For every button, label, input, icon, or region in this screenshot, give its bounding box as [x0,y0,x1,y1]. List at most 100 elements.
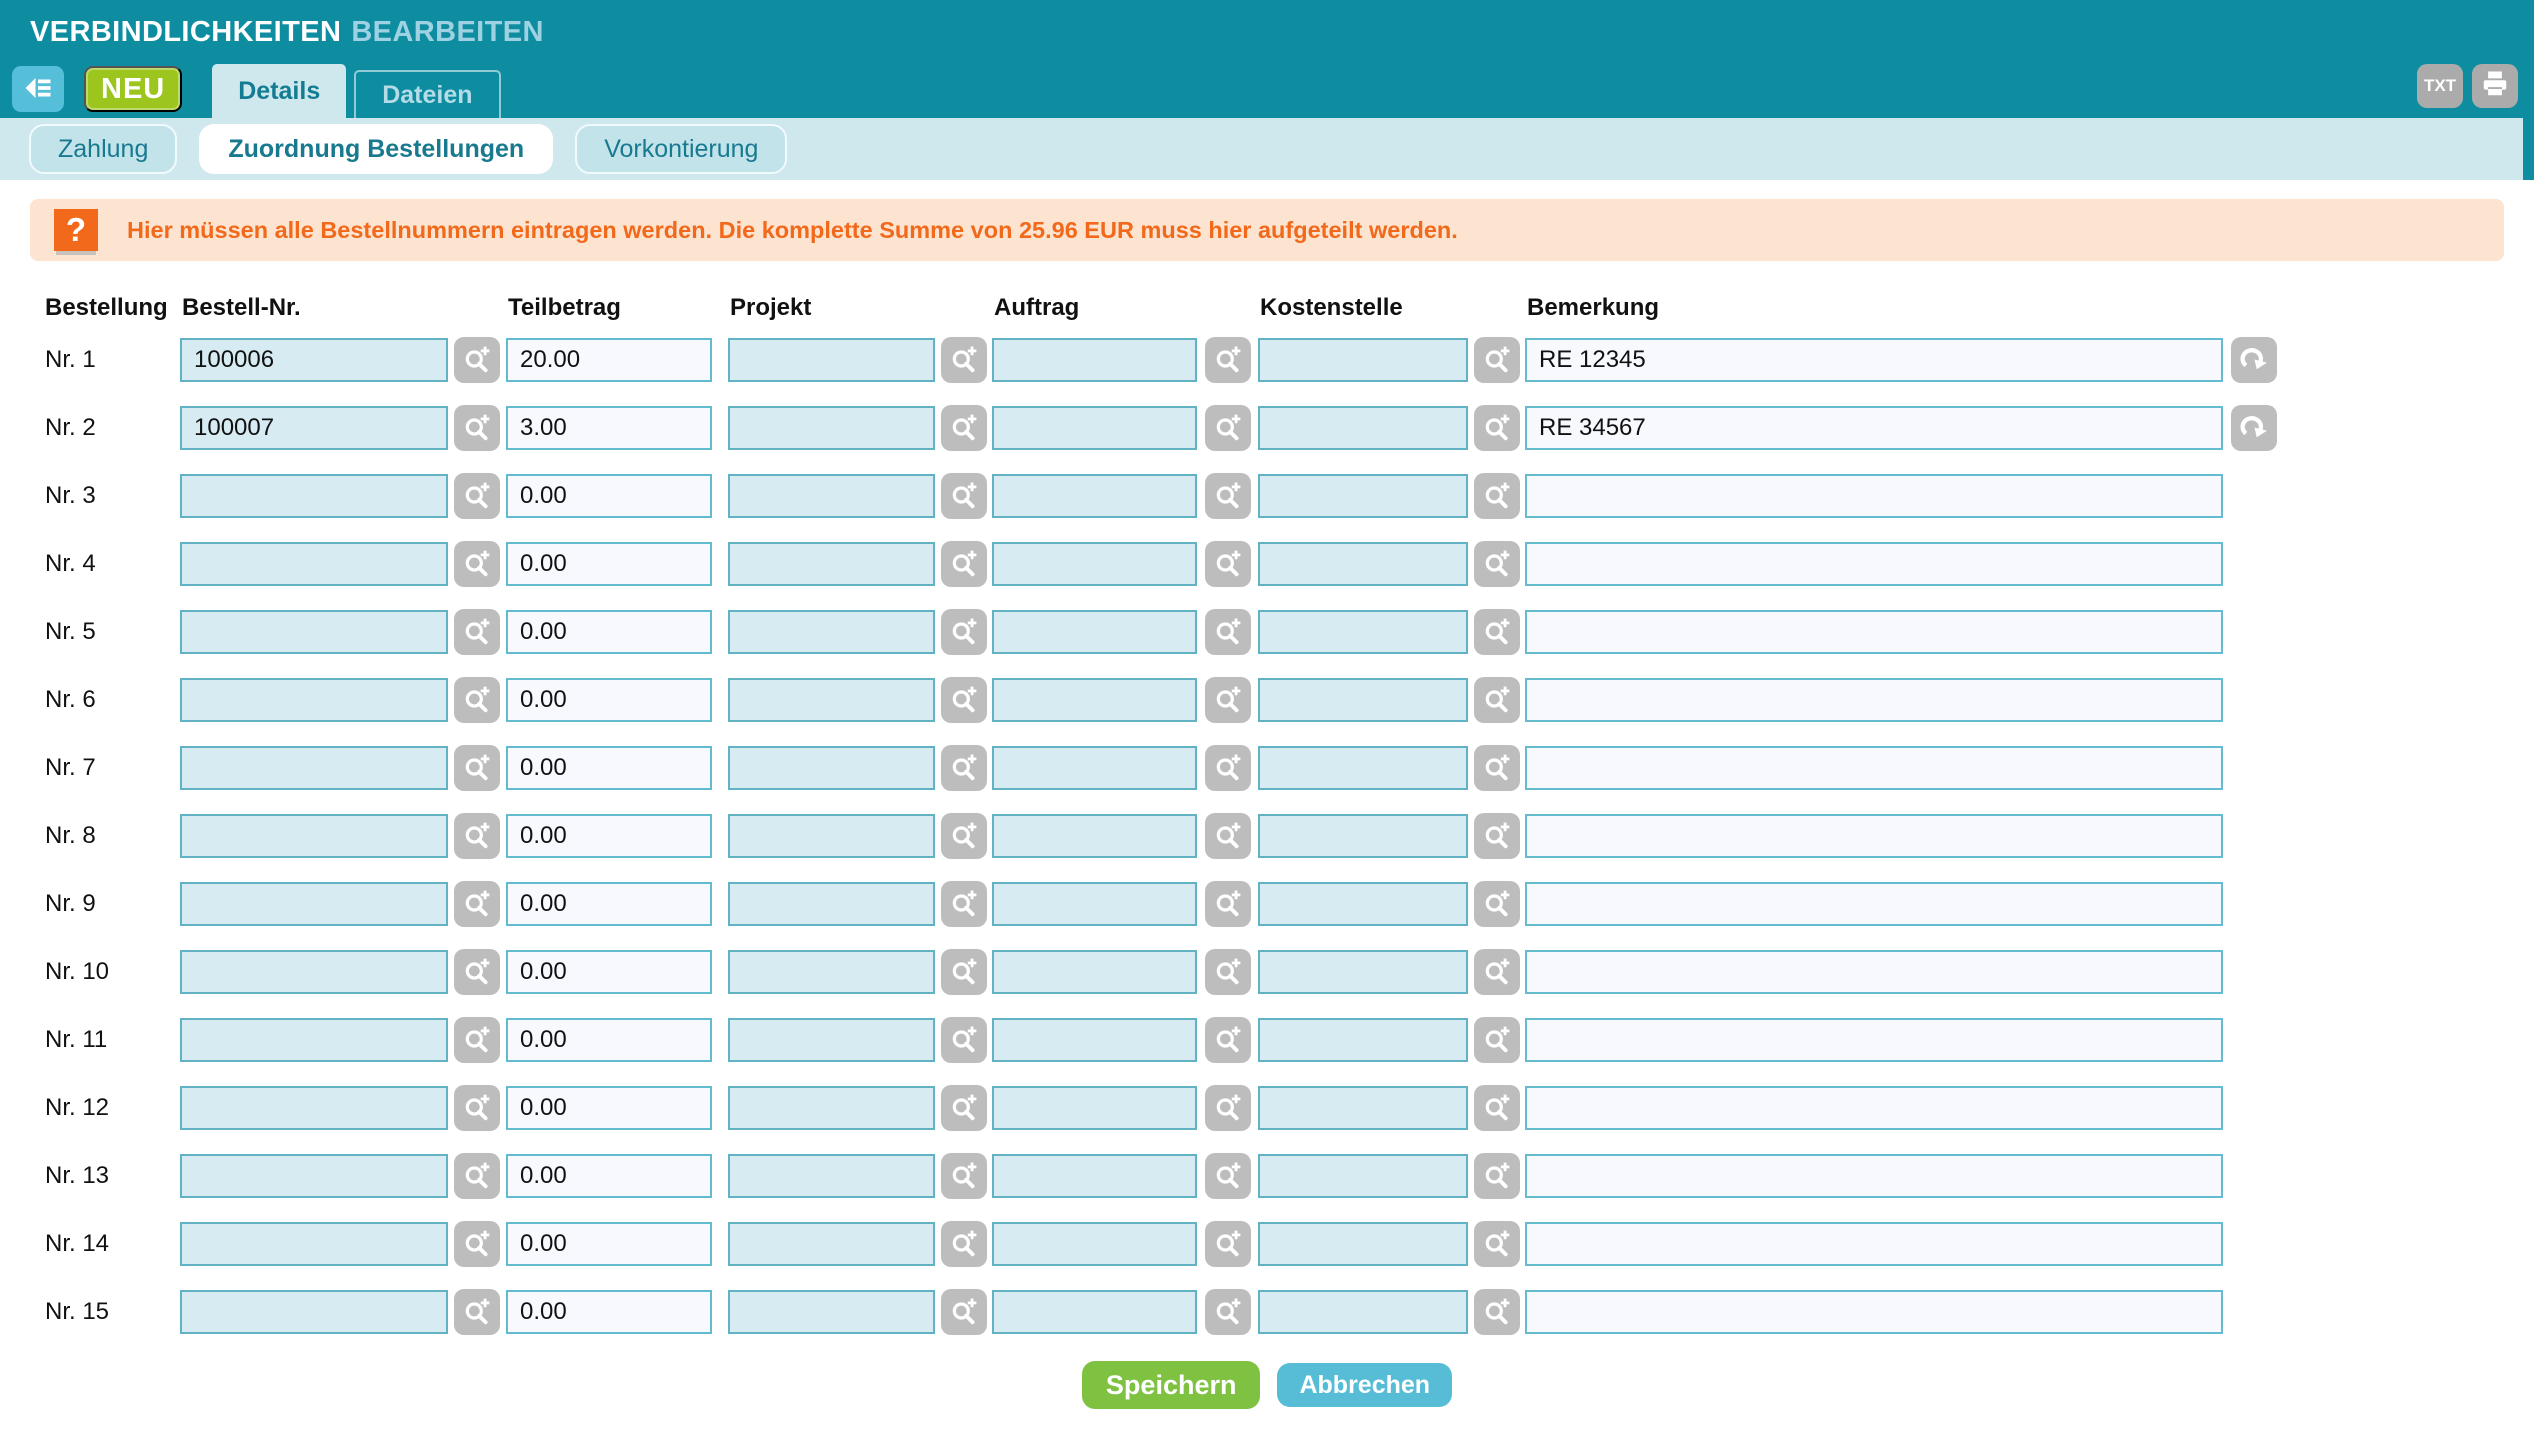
bemerkung-input[interactable] [1525,1154,2223,1198]
subtab-zahlung[interactable]: Zahlung [29,124,178,174]
kostenstelle-search-button[interactable] [1473,405,1520,451]
projekt-input[interactable] [728,678,935,722]
auftrag-input[interactable] [992,1086,1197,1130]
teilbetrag-input[interactable] [506,1018,712,1062]
auftrag-input[interactable] [992,338,1197,382]
kostenstelle-search-button[interactable] [1473,813,1520,859]
bemerkung-input[interactable] [1525,542,2223,586]
bestellnr-search-button[interactable] [454,1017,500,1063]
projekt-search-button[interactable] [940,677,987,723]
kostenstelle-search-button[interactable] [1473,473,1520,519]
projekt-search-button[interactable] [940,609,987,655]
projekt-input[interactable] [728,746,935,790]
redo-button[interactable] [2231,405,2277,451]
auftrag-search-button[interactable] [1204,609,1251,655]
auftrag-input[interactable] [992,746,1197,790]
bestellnr-search-button[interactable] [454,541,500,587]
teilbetrag-input[interactable] [506,1290,712,1334]
auftrag-input[interactable] [992,542,1197,586]
bestellnr-input[interactable] [180,1290,448,1334]
teilbetrag-input[interactable] [506,882,712,926]
bestellnr-input[interactable] [180,542,448,586]
projekt-search-button[interactable] [940,745,987,791]
bestellnr-search-button[interactable] [454,1085,500,1131]
kostenstelle-search-button[interactable] [1473,337,1520,383]
kostenstelle-search-button[interactable] [1473,609,1520,655]
projekt-input[interactable] [728,1222,935,1266]
kostenstelle-search-button[interactable] [1473,1221,1520,1267]
kostenstelle-search-button[interactable] [1473,541,1520,587]
auftrag-search-button[interactable] [1204,677,1251,723]
teilbetrag-input[interactable] [506,474,712,518]
projekt-input[interactable] [728,814,935,858]
auftrag-search-button[interactable] [1204,1221,1251,1267]
kostenstelle-input[interactable] [1258,882,1468,926]
projekt-input[interactable] [728,406,935,450]
bestellnr-search-button[interactable] [454,745,500,791]
auftrag-search-button[interactable] [1204,813,1251,859]
bemerkung-input[interactable] [1525,882,2223,926]
kostenstelle-input[interactable] [1258,338,1468,382]
bestellnr-search-button[interactable] [454,881,500,927]
auftrag-search-button[interactable] [1204,1017,1251,1063]
kostenstelle-search-button[interactable] [1473,745,1520,791]
bestellnr-input[interactable] [180,882,448,926]
teilbetrag-input[interactable] [506,1154,712,1198]
bestellnr-input[interactable] [180,678,448,722]
projekt-search-button[interactable] [940,949,987,995]
bestellnr-input[interactable] [180,1086,448,1130]
kostenstelle-input[interactable] [1258,1154,1468,1198]
bemerkung-input[interactable] [1525,1086,2223,1130]
bestellnr-search-button[interactable] [454,813,500,859]
kostenstelle-search-button[interactable] [1473,1085,1520,1131]
bestellnr-input[interactable] [180,474,448,518]
bestellnr-input[interactable] [180,1018,448,1062]
projekt-search-button[interactable] [940,881,987,927]
projekt-input[interactable] [728,950,935,994]
bestellnr-search-button[interactable] [454,1221,500,1267]
projekt-input[interactable] [728,1290,935,1334]
bestellnr-search-button[interactable] [454,1289,500,1335]
subtab-vorkontierung[interactable]: Vorkontierung [575,124,788,174]
tab-details[interactable]: Details [212,64,347,118]
kostenstelle-input[interactable] [1258,1018,1468,1062]
auftrag-search-button[interactable] [1204,745,1251,791]
cancel-button[interactable]: Abbrechen [1277,1363,1453,1407]
redo-button[interactable] [2231,337,2277,383]
teilbetrag-input[interactable] [506,338,712,382]
auftrag-input[interactable] [992,610,1197,654]
projekt-search-button[interactable] [940,1221,987,1267]
projekt-search-button[interactable] [940,1085,987,1131]
teilbetrag-input[interactable] [506,406,712,450]
bemerkung-input[interactable] [1525,1290,2223,1334]
auftrag-search-button[interactable] [1204,405,1251,451]
print-button[interactable] [2472,64,2518,108]
auftrag-input[interactable] [992,1290,1197,1334]
projekt-input[interactable] [728,338,935,382]
projekt-input[interactable] [728,1018,935,1062]
teilbetrag-input[interactable] [506,610,712,654]
tab-dateien[interactable]: Dateien [354,70,501,118]
bemerkung-input[interactable] [1525,406,2223,450]
kostenstelle-input[interactable] [1258,1290,1468,1334]
txt-export-button[interactable]: TXT [2417,64,2463,108]
projekt-input[interactable] [728,1086,935,1130]
bemerkung-input[interactable] [1525,474,2223,518]
projekt-search-button[interactable] [940,813,987,859]
projekt-search-button[interactable] [940,405,987,451]
auftrag-input[interactable] [992,1154,1197,1198]
subtab-zuordnung-bestellungen[interactable]: Zuordnung Bestellungen [199,124,554,174]
kostenstelle-search-button[interactable] [1473,881,1520,927]
kostenstelle-input[interactable] [1258,406,1468,450]
kostenstelle-input[interactable] [1258,1222,1468,1266]
bemerkung-input[interactable] [1525,678,2223,722]
kostenstelle-input[interactable] [1258,1086,1468,1130]
teilbetrag-input[interactable] [506,950,712,994]
kostenstelle-input[interactable] [1258,678,1468,722]
new-button[interactable]: NEU [84,66,183,112]
back-to-list-button[interactable] [12,66,64,112]
kostenstelle-search-button[interactable] [1473,677,1520,723]
projekt-input[interactable] [728,882,935,926]
projekt-search-button[interactable] [940,541,987,587]
auftrag-input[interactable] [992,1018,1197,1062]
